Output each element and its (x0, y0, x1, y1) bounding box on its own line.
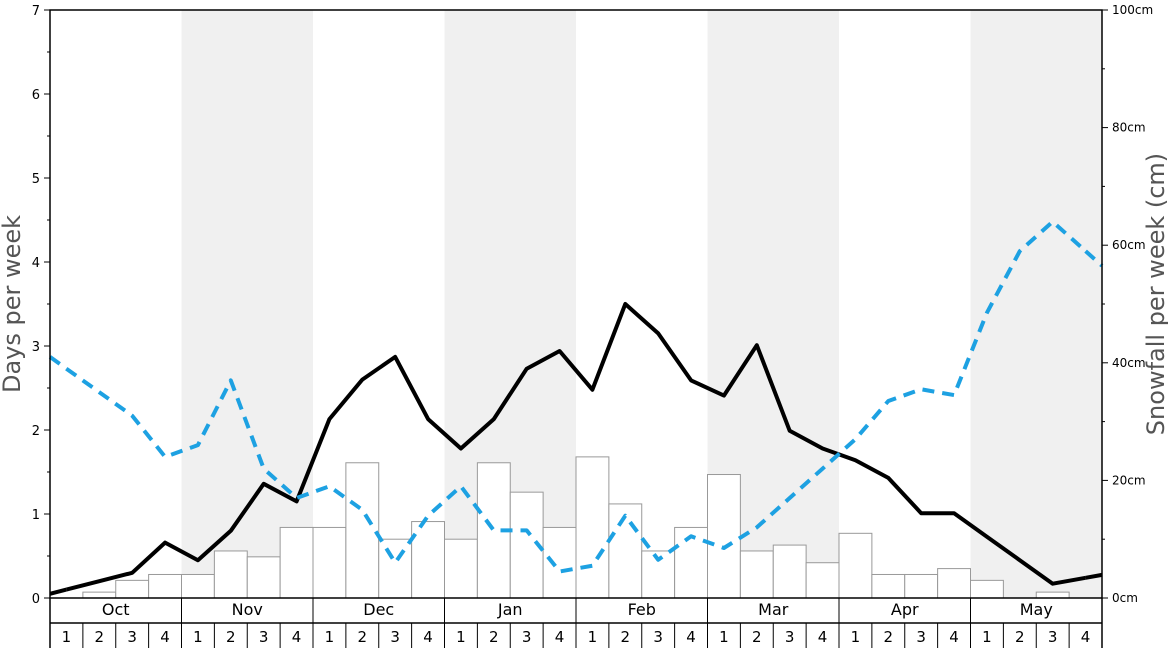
week-label: 3 (653, 628, 663, 646)
snowfall-bars-layer (82, 456, 1070, 599)
snowfall-bar (213, 550, 248, 599)
month-label-apr: Apr (891, 600, 919, 619)
snowfall-bar (838, 532, 873, 599)
week-label: 4 (292, 628, 302, 646)
week-label: 1 (851, 628, 861, 646)
snowfall-bar (575, 456, 610, 599)
y-axis-right-title: Snowfall per week (cm) (1142, 153, 1168, 435)
week-label: 1 (456, 628, 466, 646)
week-label: 4 (818, 628, 828, 646)
week-label: 2 (358, 628, 368, 646)
right-tick-label: 100cm (1112, 3, 1153, 17)
week-label: 2 (884, 628, 894, 646)
labels-layer: 0 1 2 3 4 5 6 7 0cm 20cm 40cm 60cm 80cm 100cm Days per… (0, 3, 1168, 646)
week-label: 3 (785, 628, 795, 646)
week-label: 2 (1015, 628, 1025, 646)
days-line (65, 302, 1086, 592)
left-tick-label: 3 (32, 340, 40, 355)
snowfall-bar (279, 526, 314, 599)
snowfall-bar (411, 521, 445, 599)
week-label: 1 (588, 628, 598, 646)
month-label-dec: Dec (363, 600, 394, 619)
snowfall-bar (312, 526, 347, 599)
snowfall-bar (542, 526, 577, 599)
week-label: 4 (1081, 628, 1091, 646)
week-label: 3 (522, 628, 532, 646)
week-label: 3 (1048, 628, 1058, 646)
left-tick-label: 7 (32, 4, 40, 19)
snowfall-line-start (48, 355, 68, 371)
right-tick-label: 80cm (1112, 121, 1146, 135)
days-line-start (49, 587, 67, 596)
snowfall-bar (772, 544, 807, 599)
week-label: 1 (982, 628, 992, 646)
lines-layer (48, 219, 1104, 596)
week-label: 2 (752, 628, 762, 646)
week-label: 4 (423, 628, 433, 646)
week-label: 1 (193, 628, 203, 646)
snowfall-bar (444, 538, 478, 599)
week-label: 1 (719, 628, 729, 646)
left-tick-label: 2 (32, 424, 40, 439)
snowfall-bar (937, 568, 971, 599)
snowfall-bar (904, 573, 939, 599)
snowfall-bar (805, 562, 840, 599)
week-label: 3 (259, 628, 269, 646)
snowfall-bar (1035, 591, 1070, 599)
y-axis-left-title: Days per week (0, 215, 26, 393)
snowfall-bar (871, 573, 906, 599)
left-tick-label: 0 (32, 592, 40, 607)
snowfall-bar (82, 591, 117, 599)
left-tick-label: 1 (32, 508, 40, 523)
right-tick-label: 0cm (1112, 591, 1138, 605)
days-line-end (1085, 572, 1103, 580)
week-label: 1 (62, 628, 72, 646)
snowfall-bar (739, 550, 774, 599)
right-tick-label: 20cm (1112, 473, 1146, 487)
week-label: 2 (226, 628, 236, 646)
snowfall-bar (378, 538, 413, 599)
month-label-may: May (1020, 600, 1053, 619)
week-label: 3 (916, 628, 926, 646)
axes-layer (44, 9, 1108, 648)
week-label: 4 (160, 628, 170, 646)
snowfall-bar (345, 462, 380, 599)
snowfall-bar (246, 556, 281, 599)
month-label-nov: Nov (232, 600, 263, 619)
week-label: 4 (949, 628, 959, 646)
snowfall-bar (148, 573, 182, 599)
week-label: 1 (325, 628, 335, 646)
left-tick-label: 6 (32, 88, 40, 103)
month-shading-layer (181, 10, 1102, 598)
week-label: 3 (390, 628, 400, 646)
right-tick-label: 60cm (1112, 238, 1146, 252)
snowfall-bar (707, 474, 741, 599)
month-label-feb: Feb (628, 600, 656, 619)
snowfall-line-end (1084, 249, 1104, 268)
snowfall-bar (115, 579, 150, 599)
left-tick-label: 4 (32, 256, 40, 271)
week-label: 2 (95, 628, 105, 646)
right-tick-label: 40cm (1112, 356, 1146, 370)
month-label-mar: Mar (758, 600, 789, 619)
snowfall-bar (970, 579, 1004, 599)
week-label: 2 (621, 628, 631, 646)
week-label: 3 (127, 628, 137, 646)
month-label-jan: Jan (497, 600, 523, 619)
snowfall-bar (608, 503, 643, 599)
left-tick-label: 5 (32, 172, 40, 187)
month-label-oct: Oct (102, 600, 130, 619)
week-label: 2 (489, 628, 499, 646)
week-label: 4 (686, 628, 696, 646)
snowfall-bar (181, 573, 215, 599)
week-label: 4 (555, 628, 565, 646)
